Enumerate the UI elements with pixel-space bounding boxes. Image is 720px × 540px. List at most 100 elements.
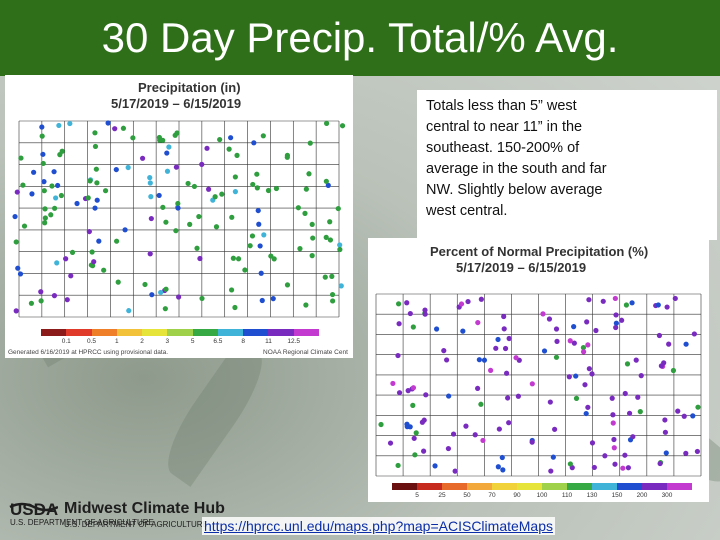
station-dot bbox=[235, 256, 242, 262]
station-dot bbox=[172, 132, 178, 138]
station-dot bbox=[226, 146, 232, 152]
legend-tick-label: 70 bbox=[488, 492, 496, 499]
station-dot bbox=[125, 164, 131, 171]
station-dot bbox=[247, 243, 253, 249]
station-dot bbox=[691, 331, 697, 337]
station-dot bbox=[395, 301, 402, 307]
station-dot bbox=[661, 360, 667, 366]
station-dot bbox=[329, 291, 336, 298]
station-dot bbox=[101, 267, 107, 273]
station-dot bbox=[197, 255, 203, 262]
station-dot bbox=[419, 419, 426, 425]
station-dot bbox=[441, 348, 447, 354]
legend-tick-label: 25 bbox=[438, 492, 446, 499]
station-dot bbox=[175, 200, 181, 207]
station-dot bbox=[446, 393, 452, 399]
station-dot bbox=[265, 187, 272, 194]
station-dot bbox=[548, 468, 554, 474]
legend-tick-label: 2 bbox=[140, 338, 144, 345]
title-bar bbox=[0, 0, 720, 76]
station-dot bbox=[297, 246, 303, 252]
station-dot bbox=[476, 357, 482, 363]
station-dot bbox=[166, 144, 172, 150]
station-dot bbox=[130, 135, 136, 141]
legend-swatch bbox=[192, 329, 218, 336]
legend-tick-label: 90 bbox=[513, 492, 521, 499]
station-dot bbox=[230, 255, 236, 261]
station-dot bbox=[85, 195, 91, 201]
station-dot bbox=[270, 296, 276, 302]
station-dot bbox=[38, 289, 44, 295]
station-dot bbox=[504, 370, 510, 376]
station-dot bbox=[228, 135, 234, 141]
station-dot bbox=[91, 259, 97, 265]
station-dot bbox=[499, 454, 505, 461]
station-dot bbox=[212, 194, 218, 200]
station-dot bbox=[432, 463, 438, 469]
station-dot bbox=[41, 188, 47, 194]
station-dot bbox=[92, 130, 98, 136]
station-dot bbox=[55, 182, 61, 189]
station-dot bbox=[529, 381, 535, 387]
legend-swatch bbox=[293, 329, 319, 336]
legend-tick-label: 3 bbox=[165, 338, 170, 345]
legend-tick-label: 11 bbox=[265, 338, 272, 345]
station-dot bbox=[335, 205, 341, 212]
station-dot bbox=[553, 354, 560, 360]
precipitation-map: Precipitation (in) 5/17/2019 – 6/15/2019… bbox=[5, 75, 353, 358]
station-dot bbox=[229, 214, 235, 220]
station-dot bbox=[284, 282, 291, 288]
station-dot bbox=[338, 283, 344, 289]
station-dot bbox=[126, 308, 132, 314]
station-dot bbox=[173, 228, 179, 234]
usda-logo-icon bbox=[9, 502, 58, 512]
station-dot bbox=[94, 180, 100, 186]
station-dot bbox=[609, 395, 615, 401]
station-dot bbox=[64, 297, 70, 303]
legend-swatch bbox=[268, 329, 294, 336]
station-dot bbox=[49, 183, 55, 189]
station-dot bbox=[105, 120, 111, 126]
station-dot bbox=[422, 311, 428, 317]
legend-tick-label: 110 bbox=[561, 492, 573, 499]
station-dot bbox=[92, 143, 99, 150]
station-dot bbox=[339, 123, 346, 129]
legend-tick-label: 200 bbox=[636, 492, 648, 499]
legend-tick-label: 0.1 bbox=[61, 338, 71, 345]
station-dot bbox=[602, 453, 608, 459]
legend-tick-label: 130 bbox=[586, 492, 598, 499]
station-dot bbox=[662, 417, 668, 423]
station-dot bbox=[421, 448, 427, 454]
station-dot bbox=[501, 313, 507, 320]
source-link[interactable]: https://hprcc.unl.edu/maps.php?map=ACISC… bbox=[202, 517, 556, 535]
station-dot bbox=[325, 182, 331, 188]
station-dot bbox=[460, 328, 466, 334]
station-dot bbox=[589, 440, 596, 446]
station-dot bbox=[586, 297, 592, 303]
station-dot bbox=[664, 304, 670, 310]
map-dates: 5/17/2019 – 6/15/2019 bbox=[456, 260, 587, 275]
station-dot bbox=[423, 392, 429, 398]
station-dot bbox=[58, 192, 65, 199]
usda-wordmark: USDA bbox=[10, 500, 59, 519]
station-dot bbox=[14, 189, 20, 195]
station-dot bbox=[465, 298, 471, 305]
station-dot bbox=[28, 300, 35, 306]
station-dot bbox=[228, 287, 235, 293]
station-dot bbox=[219, 191, 225, 197]
station-dot bbox=[458, 301, 465, 307]
station-dot bbox=[571, 340, 577, 346]
station-dot bbox=[683, 450, 689, 456]
description-box: Totals less than 5” west central to near… bbox=[417, 90, 717, 240]
station-dot bbox=[600, 298, 606, 304]
station-dot bbox=[199, 295, 205, 302]
station-dot bbox=[330, 298, 336, 304]
station-dot bbox=[234, 152, 240, 158]
station-dot bbox=[412, 452, 418, 458]
legend-swatch bbox=[41, 329, 67, 336]
station-dot bbox=[254, 185, 260, 191]
station-dot bbox=[611, 445, 617, 451]
station-dot bbox=[63, 256, 69, 262]
station-dot bbox=[29, 191, 35, 197]
station-dot bbox=[589, 371, 595, 377]
